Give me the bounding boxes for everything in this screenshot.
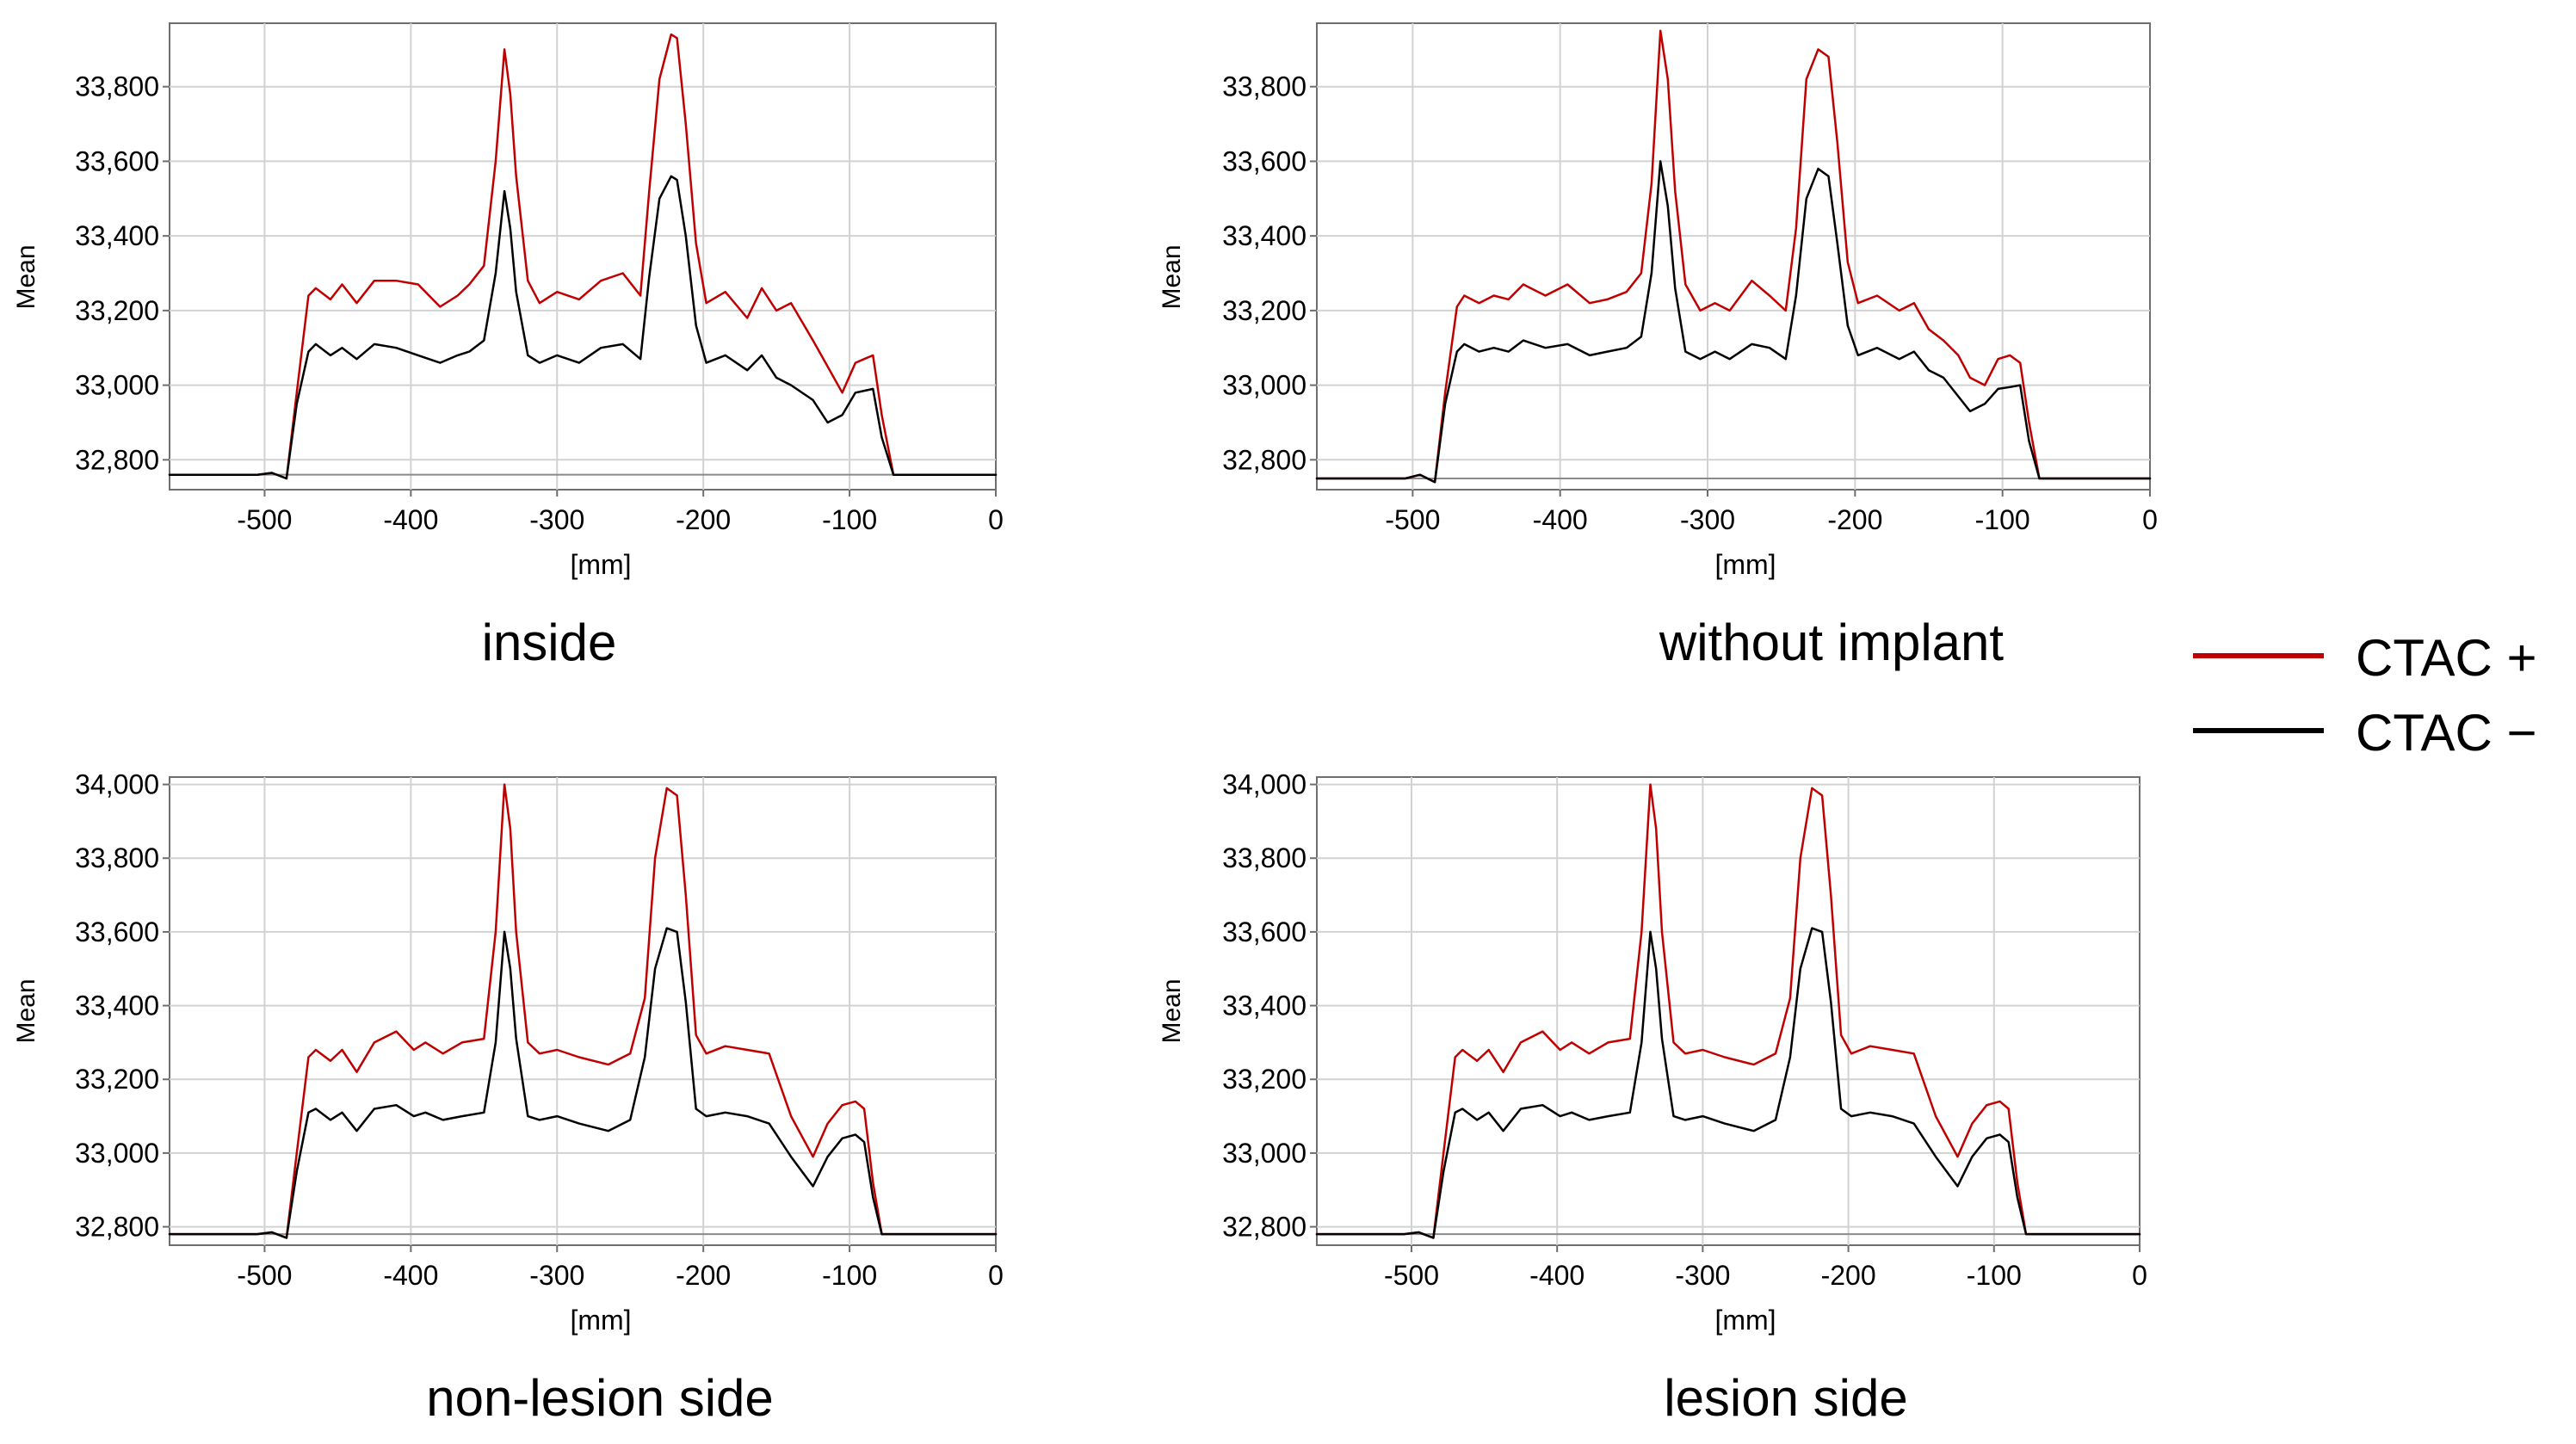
x-tick-label: -100 xyxy=(1975,504,2030,535)
y-tick-label: 33,800 xyxy=(1222,842,1307,873)
y-tick-label: 33,600 xyxy=(1222,145,1307,176)
panel-non-lesion-side: 32,800 33,000 33,200 33,400 33,600 33,800 34,0… xyxy=(12,769,1004,1427)
y-tick-label: 33,000 xyxy=(75,370,159,401)
panel-title: without implant xyxy=(1659,614,2005,671)
panel-inside: 32,800 33,000 33,200 33,400 33,600 33,800 -50… xyxy=(12,22,1004,671)
plot-frame xyxy=(169,22,997,491)
x-axis-label: [mm] xyxy=(570,549,631,580)
series-line-ctac-minus xyxy=(168,175,998,480)
x-tick-label: -100 xyxy=(1967,1260,2022,1291)
x-tick-label: -300 xyxy=(529,504,584,535)
x-tick-label: -500 xyxy=(1384,1260,1439,1291)
y-tick-label: 33,800 xyxy=(75,71,159,102)
x-axis-label: [mm] xyxy=(1714,1305,1776,1336)
x-tick-label: -400 xyxy=(383,1260,438,1291)
y-tick-label: 32,800 xyxy=(75,444,159,475)
panel-title: non-lesion side xyxy=(426,1369,774,1427)
x-tick-label: 0 xyxy=(988,504,1004,535)
y-tick-label: 33,200 xyxy=(1222,295,1307,326)
x-tick-label: -500 xyxy=(237,1260,292,1291)
x-tick-label: -100 xyxy=(822,504,877,535)
y-tick-label: 33,400 xyxy=(75,990,159,1021)
x-tick-label: -200 xyxy=(676,504,731,535)
x-axis-label: [mm] xyxy=(1714,549,1776,580)
x-tick-label: 0 xyxy=(2132,1260,2147,1291)
series-line-ctac-plus xyxy=(1315,29,2152,484)
y-tick-label: 33,200 xyxy=(75,295,159,326)
y-tick-label: 34,000 xyxy=(75,769,159,800)
series-line-ctac-plus xyxy=(168,783,998,1239)
x-tick-label: -400 xyxy=(1533,504,1588,535)
y-tick-label: 32,800 xyxy=(1222,444,1307,475)
plot-frame xyxy=(1316,776,2140,1246)
x-tick-label: -400 xyxy=(383,504,438,535)
series-line-ctac-plus xyxy=(1315,783,2141,1239)
y-axis-label: Mean xyxy=(12,978,40,1043)
x-tick-label: 0 xyxy=(2142,504,2158,535)
x-axis-label: [mm] xyxy=(570,1305,631,1336)
y-tick-label: 33,200 xyxy=(75,1064,159,1095)
x-tick-label: -400 xyxy=(1529,1260,1585,1291)
x-tick-label: -200 xyxy=(1827,504,1882,535)
x-tick-label: 0 xyxy=(988,1260,1004,1291)
x-tick-label: -200 xyxy=(1821,1260,1876,1291)
y-tick-label: 33,000 xyxy=(1222,370,1307,401)
plot-frame xyxy=(1316,22,2151,491)
panel-title: lesion side xyxy=(1664,1369,1908,1427)
legend-label-ctac-plus: CTAC + xyxy=(2356,629,2537,687)
x-tick-label: -500 xyxy=(237,504,292,535)
panel-without-implant: 32,800 33,000 33,200 33,400 33,600 33,800 -50… xyxy=(1158,22,2158,671)
y-tick-label: 32,800 xyxy=(1222,1212,1307,1243)
panel-title: inside xyxy=(482,614,617,671)
y-tick-label: 33,800 xyxy=(75,842,159,873)
x-tick-label: -500 xyxy=(1385,504,1440,535)
x-tick-label: -200 xyxy=(676,1260,731,1291)
x-tick-label: -100 xyxy=(822,1260,877,1291)
y-tick-label: 33,600 xyxy=(1222,916,1307,947)
x-tick-label: -300 xyxy=(1675,1260,1730,1291)
y-tick-label: 33,600 xyxy=(75,145,159,176)
y-tick-label: 33,400 xyxy=(1222,990,1307,1021)
series-line-ctac-minus xyxy=(1315,160,2152,484)
panel-lesion-side: 32,800 33,000 33,200 33,400 33,600 33,800 34,0… xyxy=(1158,769,2147,1427)
y-tick-label: 33,000 xyxy=(1222,1138,1307,1169)
y-axis-label: Mean xyxy=(1158,244,1186,309)
y-tick-label: 33,400 xyxy=(1222,220,1307,251)
series-line-ctac-minus xyxy=(1315,927,2141,1239)
y-tick-label: 33,200 xyxy=(1222,1064,1307,1095)
y-tick-label: 33,600 xyxy=(75,916,159,947)
y-axis-label: Mean xyxy=(1158,978,1186,1043)
series-line-ctac-plus xyxy=(168,33,998,480)
x-tick-label: -300 xyxy=(529,1260,584,1291)
y-tick-label: 33,800 xyxy=(1222,71,1307,102)
y-tick-label: 32,800 xyxy=(75,1212,159,1243)
x-tick-label: -300 xyxy=(1680,504,1735,535)
y-axis-label: Mean xyxy=(12,244,40,309)
y-tick-label: 33,000 xyxy=(75,1138,159,1169)
plot-frame xyxy=(169,776,997,1246)
y-tick-label: 34,000 xyxy=(1222,769,1307,800)
y-tick-label: 33,400 xyxy=(75,220,159,251)
legend: CTAC + CTAC − xyxy=(2193,629,2537,762)
series-line-ctac-minus xyxy=(168,927,998,1239)
legend-label-ctac-minus: CTAC − xyxy=(2356,704,2537,762)
